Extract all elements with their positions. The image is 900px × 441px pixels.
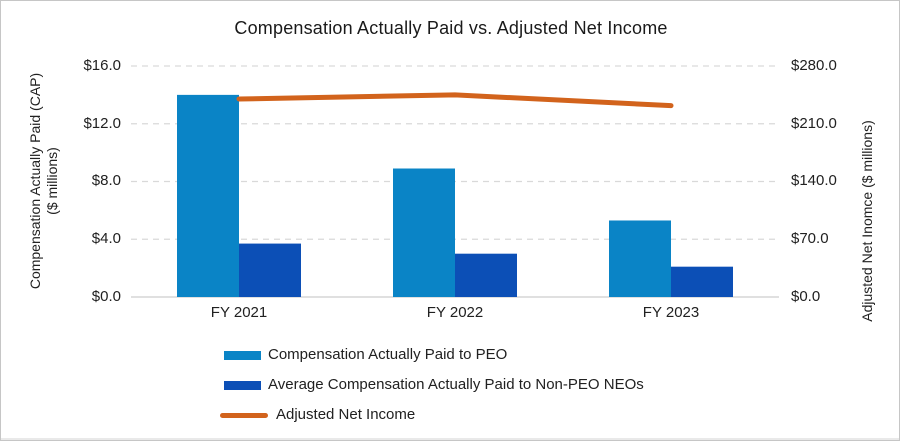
right-axis-tick: $210.0	[791, 115, 837, 132]
left-axis-title: Compensation Actually Paid (CAP) ($ mill…	[27, 72, 60, 290]
chart-title: Compensation Actually Paid vs. Adjusted …	[234, 18, 668, 38]
right-axis-tick: $280.0	[791, 57, 837, 74]
bar-non-peo-neos-fy-2023	[671, 266, 733, 297]
bar-peo-fy-2022	[393, 168, 455, 297]
peo-bar-swatch-icon	[224, 350, 261, 360]
line-adjusted-net-income	[236, 92, 674, 109]
left-axis-tick: $0.0	[91, 288, 121, 305]
legend-item-non-peo-neos: Average Compensation Actually Paid to No…	[220, 370, 644, 400]
left-axis-tick: $16.0	[83, 57, 121, 74]
bar-peo-fy-2021	[177, 94, 239, 297]
legend-item-peo: Compensation Actually Paid to PEO	[220, 340, 644, 370]
x-axis-label: FY 2022	[426, 304, 484, 321]
legend-label: Average Compensation Actually Paid to No…	[268, 376, 644, 393]
chart-legend: Compensation Actually Paid to PEO Averag…	[220, 340, 644, 430]
right-axis-tick: $0.0	[791, 288, 821, 305]
bar-non-peo-neos-fy-2022	[455, 253, 517, 297]
right-axis-tick: $70.0	[791, 230, 829, 247]
left-axis-tick: $4.0	[91, 230, 121, 247]
left-axis-tick: $12.0	[83, 115, 121, 132]
bar-peo-fy-2023	[609, 220, 671, 297]
right-axis-tick: $140.0	[791, 172, 837, 189]
adjusted-net-income-line-swatch-icon	[220, 412, 268, 418]
legend-label: Adjusted Net Income	[276, 406, 416, 423]
legend-label: Compensation Actually Paid to PEO	[268, 346, 508, 363]
bar-non-peo-neos-fy-2021	[239, 243, 301, 297]
left-axis-tick: $8.0	[91, 172, 121, 189]
x-axis-label: FY 2023	[642, 304, 700, 321]
x-axis-label: FY 2021	[210, 304, 268, 321]
non-peo-bar-swatch-icon	[224, 380, 261, 390]
right-axis-title: Adjusted Net Inomce ($ millions)	[859, 120, 875, 322]
legend-item-adjusted-net-income: Adjusted Net Income	[220, 400, 644, 430]
